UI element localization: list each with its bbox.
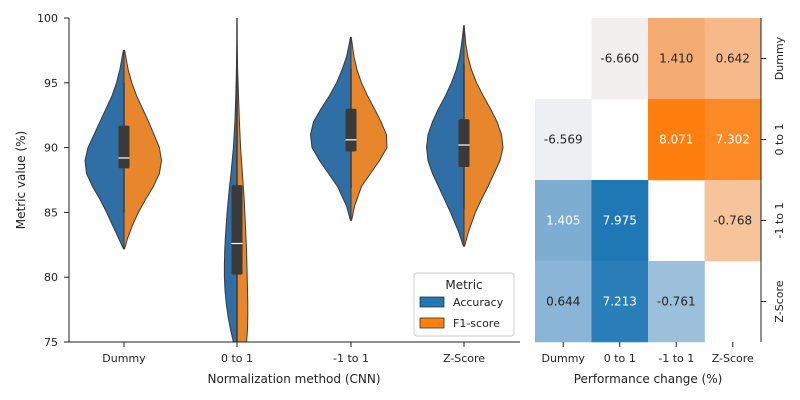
heatmap-cell	[704, 99, 762, 181]
heatmap-cell-label: 7.975	[603, 214, 637, 228]
x-tick-label: -1 to 1	[333, 352, 369, 365]
heatmap-x-tick-label: Z-Score	[712, 352, 754, 365]
legend-swatch-f1	[419, 317, 445, 329]
heatmap-chart: -6.660 1.410 0.642 -6.569 8.071 7.302 1.405 7.9…	[535, 18, 786, 386]
heatmap-x-axis-label: Performance change (%)	[574, 372, 723, 386]
heatmap-cell-label: 7.213	[603, 295, 637, 309]
heatmap-x-tick-label: 0 to 1	[604, 352, 636, 365]
violin-half-f1-score-0-to-1	[236, 18, 249, 342]
heatmap-cell	[704, 18, 762, 100]
violin-x-axis-label: Normalization method (CNN)	[207, 372, 380, 386]
heatmap-cell	[591, 180, 649, 262]
box-dummy	[118, 125, 130, 169]
legend-label-accuracy: Accuracy	[453, 296, 504, 309]
heatmap-x-tick-label: -1 to 1	[658, 352, 694, 365]
boxplots-layer	[118, 64, 470, 342]
violin-half-accuracy-dummy	[84, 49, 125, 250]
y-tick-label: 100	[37, 12, 58, 25]
heatmap-cell	[648, 261, 705, 343]
violin-y-axis-label: Metric value (%)	[14, 131, 28, 229]
heatmap-x-tick-label: Dummy	[542, 352, 586, 365]
heatmap-cell-label: -0.761	[657, 295, 696, 309]
violin-x-ticks: Dummy 0 to 1 -1 to 1 Z-Score	[102, 342, 485, 365]
violins-layer	[84, 18, 504, 342]
heatmap-cell	[591, 261, 649, 343]
heatmap-y-ticks: Dummy 0 to 1 -1 to 1 Z-Score	[761, 36, 786, 323]
y-tick-label: 80	[44, 271, 58, 284]
legend: Metric Accuracy F1-score	[413, 272, 515, 337]
heatmap-y-tick-label: 0 to 1	[773, 123, 786, 155]
heatmap-y-tick-label: Z-Score	[773, 280, 786, 322]
violin-half-f1-score-dummy	[123, 49, 163, 250]
box-z-score	[458, 119, 470, 168]
violin-half-accuracy-0-to-1	[223, 18, 238, 342]
heatmap-x-ticks: Dummy 0 to 1 -1 to 1 Z-Score	[542, 342, 754, 365]
heatmap-cell	[591, 18, 649, 100]
box-0-to-1	[231, 185, 243, 275]
violin-half-accuracy-z-score	[425, 25, 465, 247]
heatmap-cell-label: 1.405	[546, 214, 580, 228]
heatmap-y-tick-label: -1 to 1	[773, 202, 786, 238]
heatmap-cell	[535, 99, 592, 181]
heatmap-cell-label: 0.642	[716, 52, 750, 66]
heatmap-cell-label: 7.302	[716, 133, 750, 147]
legend-swatch-accuracy	[419, 296, 445, 308]
violin-half-f1-score--1-to-1	[350, 36, 388, 221]
y-tick-label: 90	[44, 142, 58, 155]
x-tick-label: Z-Score	[443, 352, 485, 365]
heatmap-cell	[535, 261, 592, 343]
y-tick-label: 85	[44, 206, 58, 219]
heatmap-cells: -6.660 1.410 0.642 -6.569 8.071 7.302 1.405 7.9…	[535, 18, 762, 343]
x-tick-label: Dummy	[102, 352, 146, 365]
heatmap-cell-label: -0.768	[713, 214, 752, 228]
x-tick-label: 0 to 1	[221, 352, 253, 365]
heatmap-cell-label: -6.660	[600, 52, 639, 66]
heatmap-cell-label: -6.569	[544, 133, 583, 147]
y-tick-label: 75	[44, 336, 58, 349]
heatmap-cell	[535, 180, 592, 262]
heatmap-cell-label: 0.644	[546, 295, 580, 309]
violin-half-f1-score-z-score	[463, 25, 504, 247]
heatmap-y-tick-label: Dummy	[773, 36, 786, 80]
violin-y-ticks: 75 80 85 90 95 100	[37, 12, 69, 349]
heatmap-cell	[648, 18, 705, 100]
heatmap-cell-label: 1.410	[659, 52, 693, 66]
legend-label-f1: F1-score	[453, 317, 500, 330]
heatmap-cell	[704, 180, 762, 262]
violin-half-accuracy--1-to-1	[309, 36, 352, 221]
heatmap-cell-label: 8.071	[659, 133, 693, 147]
box--1-to-1	[345, 108, 357, 152]
heatmap-cell	[648, 99, 705, 181]
y-tick-label: 95	[44, 77, 58, 90]
legend-title: Metric	[445, 278, 482, 292]
